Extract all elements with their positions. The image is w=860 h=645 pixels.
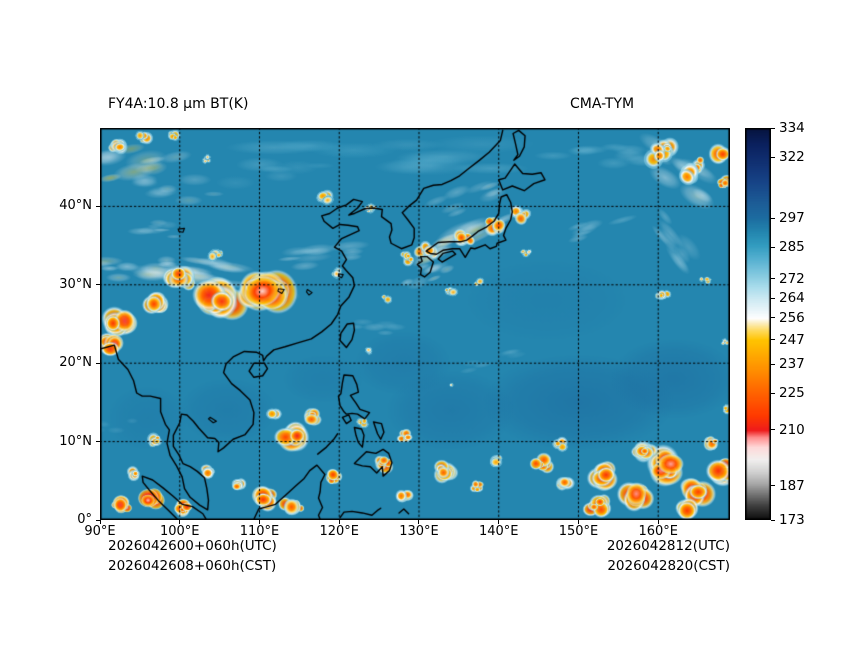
x-tick-mark bbox=[99, 520, 101, 524]
colorbar-tick-mark bbox=[771, 519, 775, 521]
y-tick-mark bbox=[96, 519, 100, 521]
colorbar-tick-label: 173 bbox=[779, 512, 805, 528]
footer-valid-time-left: 2026042600+060h(UTC) 2026042608+060h(CST… bbox=[108, 536, 277, 576]
colorbar-tick-label: 285 bbox=[779, 239, 805, 256]
x-tick-label: 140°E bbox=[478, 524, 519, 539]
y-tick-label: 30°N bbox=[59, 276, 92, 292]
x-tick-mark bbox=[577, 520, 579, 524]
colorbar-tick-label: 272 bbox=[779, 270, 805, 287]
colorbar-tick-mark bbox=[771, 156, 775, 158]
colorbar-tick-label: 187 bbox=[779, 477, 805, 494]
colorbar-tick-mark bbox=[771, 127, 775, 129]
colorbar-tick-mark bbox=[771, 392, 775, 394]
x-tick-label: 110°E bbox=[239, 524, 280, 539]
colorbar-tick-label: 237 bbox=[779, 356, 805, 373]
x-tick-mark bbox=[418, 520, 420, 524]
colorbar-tick-mark bbox=[771, 297, 775, 299]
x-tick-label: 130°E bbox=[399, 524, 439, 539]
bt-map-canvas bbox=[100, 128, 730, 520]
figure-title-left: FY4A:10.8 μm BT(K) bbox=[108, 96, 249, 112]
colorbar-tick-mark bbox=[771, 278, 775, 280]
y-tick-label: 0° bbox=[77, 512, 92, 527]
colorbar-tick-mark bbox=[771, 485, 775, 487]
init-time-utc: 2026042600+060h(UTC) bbox=[108, 538, 277, 554]
y-tick-mark bbox=[96, 441, 100, 443]
colorbar-tick-mark bbox=[771, 429, 775, 431]
x-tick-label: 150°E bbox=[558, 524, 599, 539]
y-tick-label: 40°N bbox=[59, 198, 92, 214]
colorbar-tick-label: 256 bbox=[779, 309, 805, 326]
colorbar-tick-mark bbox=[771, 217, 775, 219]
x-tick-label: 160°E bbox=[638, 524, 678, 539]
valid-time-cst: 2026042820(CST) bbox=[607, 558, 730, 574]
x-tick-label: 100°E bbox=[159, 524, 200, 539]
init-time-cst: 2026042608+060h(CST) bbox=[108, 558, 277, 574]
y-tick-label: 20°N bbox=[59, 355, 92, 371]
colorbar-tick-mark bbox=[771, 317, 775, 319]
y-tick-mark bbox=[96, 205, 100, 207]
valid-time-utc: 2026042812(UTC) bbox=[606, 538, 730, 554]
x-tick-mark bbox=[179, 520, 181, 524]
colorbar-canvas bbox=[745, 128, 771, 520]
colorbar-tick-label: 297 bbox=[779, 210, 805, 227]
y-tick-mark bbox=[96, 284, 100, 286]
footer-valid-time-right: 2026042812(UTC) 2026042820(CST) bbox=[607, 536, 730, 576]
x-tick-mark bbox=[657, 520, 659, 524]
colorbar-tick-mark bbox=[771, 339, 775, 341]
x-tick-mark bbox=[338, 520, 340, 524]
colorbar-tick-mark bbox=[771, 363, 775, 365]
y-tick-label: 10°N bbox=[59, 433, 92, 449]
colorbar-tick-label: 247 bbox=[779, 331, 805, 348]
x-tick-mark bbox=[498, 520, 500, 524]
colorbar-tick-label: 264 bbox=[779, 290, 805, 307]
x-tick-label: 120°E bbox=[319, 524, 359, 539]
x-tick-mark bbox=[258, 520, 260, 524]
x-tick-label: 90°E bbox=[84, 524, 116, 539]
colorbar-tick-mark bbox=[771, 246, 775, 248]
figure-title-right: CMA-TYM bbox=[570, 96, 635, 112]
colorbar-tick-label: 322 bbox=[779, 149, 805, 166]
colorbar-tick-label: 225 bbox=[779, 385, 805, 402]
colorbar-tick-label: 334 bbox=[779, 120, 805, 136]
y-tick-mark bbox=[96, 362, 100, 364]
colorbar-tick-label: 210 bbox=[779, 421, 805, 438]
